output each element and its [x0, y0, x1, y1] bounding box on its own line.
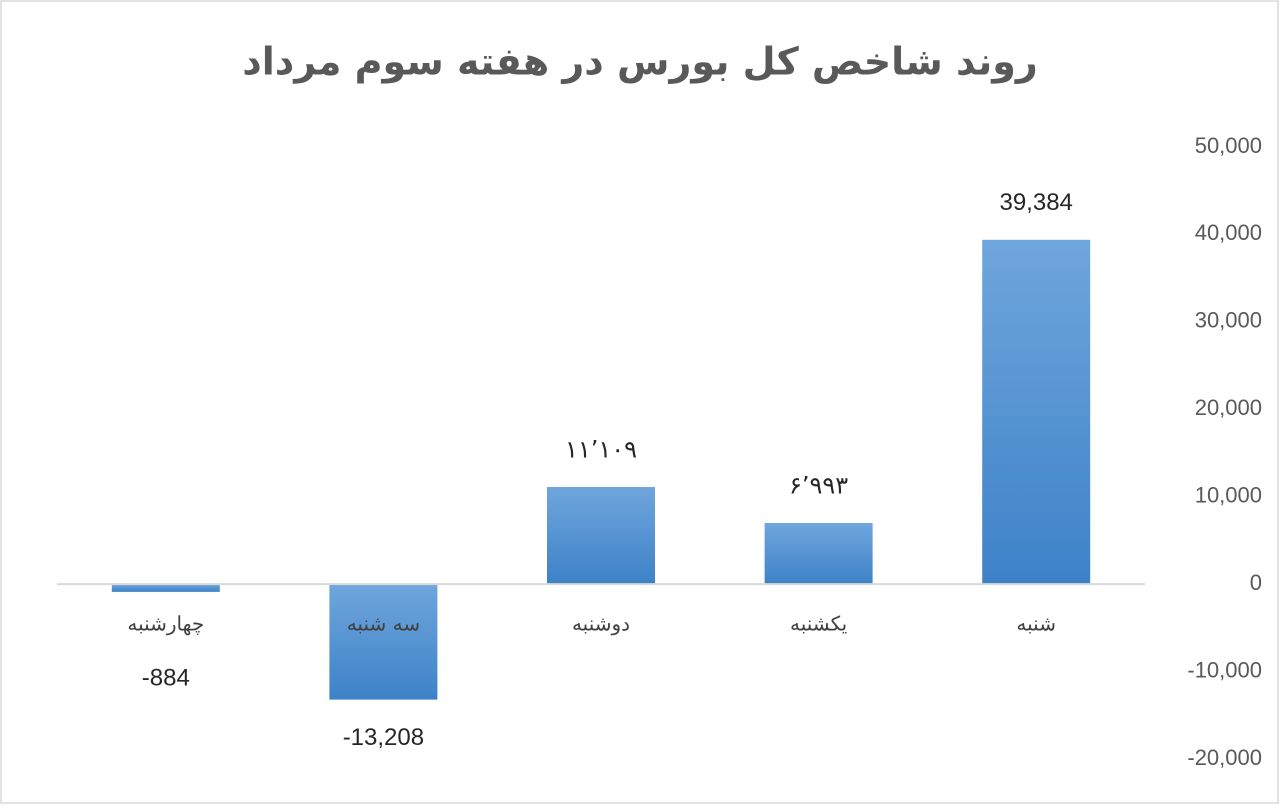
- bar: [764, 523, 873, 585]
- value-label: ۱۱٬۱۰۹: [565, 436, 637, 463]
- bar: [547, 487, 655, 585]
- y-tick-label: -10,000: [1187, 657, 1262, 682]
- value-label: -13,208: [343, 724, 424, 751]
- bar: [111, 584, 220, 592]
- y-tick-label: -20,000: [1187, 745, 1262, 770]
- value-label: ۶٬۹۹۳: [789, 472, 848, 499]
- x-tick-label: سه شنبه: [347, 612, 420, 636]
- value-label: 39,384: [999, 189, 1072, 216]
- y-tick-label: 20,000: [1195, 395, 1262, 420]
- x-tick-label: یکشنبه: [790, 612, 847, 636]
- x-tick-label: دوشنبه: [572, 612, 630, 636]
- y-tick-label: 30,000: [1195, 308, 1262, 333]
- value-label: -884: [142, 664, 190, 691]
- x-tick-label: شنبه: [1016, 612, 1056, 636]
- x-tick-label: چهارشنبه: [127, 612, 204, 636]
- y-tick-label: 50,000: [1195, 133, 1262, 158]
- y-tick-label: 0: [1250, 570, 1262, 595]
- y-tick-label: 40,000: [1195, 220, 1262, 245]
- bar: [329, 584, 438, 700]
- bar: [982, 239, 1091, 585]
- chart-title: روند شاخص کل بورس در هفته سوم مرداد: [242, 40, 1037, 85]
- y-tick-label: 10,000: [1195, 483, 1262, 508]
